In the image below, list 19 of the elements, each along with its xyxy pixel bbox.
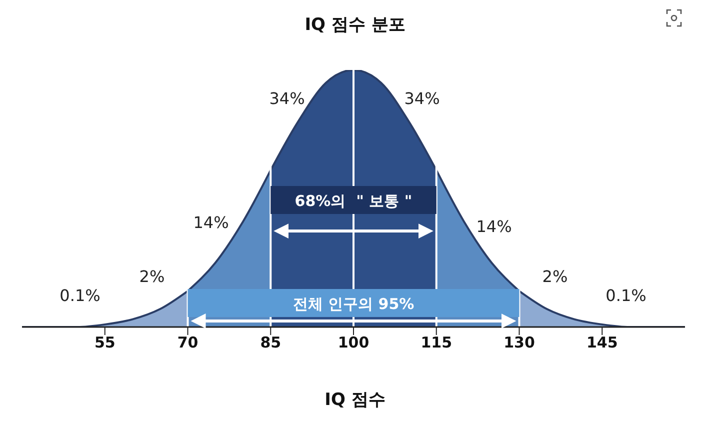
x-tick-label: 55	[94, 334, 116, 352]
annotation: 0.1%	[606, 286, 646, 305]
x-tick-label: 85	[260, 334, 282, 352]
annotation: 0.1%	[60, 286, 100, 305]
x-tick-label: 145	[586, 334, 618, 352]
x-tick-label: 100	[338, 334, 370, 352]
x-axis-title: IQ 점수	[324, 390, 386, 410]
annotation: 34%	[269, 89, 305, 108]
annotation: 2%	[139, 267, 165, 286]
annotation: 14%	[193, 213, 229, 232]
x-tick-label: 70	[177, 334, 198, 352]
x-tick-label: 115	[420, 334, 452, 352]
chart-title: IQ 점수 분포	[304, 15, 406, 35]
x-tick-label: 130	[504, 334, 535, 352]
annotation: 14%	[476, 217, 512, 236]
band-label: 전체 인구의 95%	[292, 295, 414, 313]
annotation: 2%	[542, 267, 568, 286]
annotation: 34%	[404, 89, 440, 108]
band-label: 68%의 " 보통 "	[294, 192, 412, 210]
